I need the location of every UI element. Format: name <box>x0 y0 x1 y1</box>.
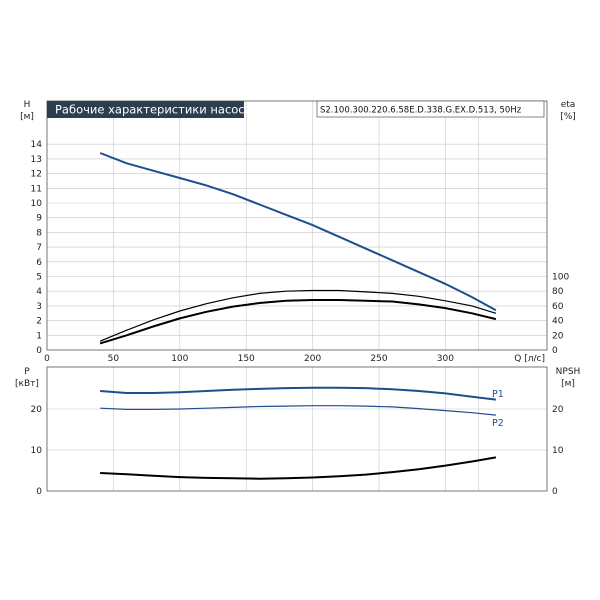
y-axis-unit-h: [м] <box>20 112 34 122</box>
y-tick-label-h: 13 <box>31 155 42 165</box>
y-tick-label-h: 5 <box>36 273 42 283</box>
y-tick-label-h: 11 <box>31 184 42 194</box>
x-tick-label: 250 <box>370 354 387 364</box>
y-axis-unit-npsh: [м] <box>561 379 575 389</box>
y-tick-label-h: 0 <box>36 346 42 356</box>
y-axis-label-npsh: NPSH <box>556 367 581 377</box>
upper-curves <box>99 152 497 345</box>
y-axis-label-eta: eta <box>561 100 576 110</box>
y-axis-unit-p: [кВт] <box>15 379 39 389</box>
y-tick-label-h: 4 <box>36 287 42 297</box>
eta-total-curve <box>99 299 497 345</box>
x-tick-label: 50 <box>108 354 120 364</box>
lower-tick-labels: 0 10 20 0 10 20 <box>31 405 564 497</box>
y-tick-label-h: 7 <box>36 243 42 253</box>
x-axis-label-q: Q [л/с] <box>514 354 545 364</box>
y-tick-label-h: 2 <box>36 317 42 327</box>
upper-plot-frame <box>46 100 548 351</box>
y-tick-label-eta: 60 <box>552 302 564 312</box>
y-tick-label-eta: 0 <box>552 346 558 356</box>
upper-grid <box>47 101 547 350</box>
y-tick-label-h: 10 <box>31 199 43 209</box>
y-tick-label-h: 3 <box>36 302 42 312</box>
y-tick-label-h: 14 <box>31 140 43 150</box>
series-label-p1: P1 <box>492 389 504 400</box>
y-axis-unit-eta: [%] <box>560 112 576 122</box>
y-axis-label-p: P <box>24 367 30 377</box>
y-tick-label-eta: 40 <box>552 317 564 327</box>
y-tick-label-h: 1 <box>36 331 42 341</box>
y-tick-label-h: 8 <box>36 228 42 238</box>
head-curve <box>99 152 497 312</box>
eta-pump-curve <box>99 289 497 342</box>
y-tick-label-npsh: 10 <box>552 446 564 456</box>
y-axis-label-h: H <box>24 100 31 110</box>
y-tick-label-p: 20 <box>31 405 43 415</box>
npsh-curve <box>100 456 497 480</box>
upper-tick-labels: 0 50 100 150 200 250 3000123456789101112131402… <box>31 140 570 364</box>
lower-grid <box>47 367 547 491</box>
series-label-p2: P2 <box>492 418 504 429</box>
y-tick-label-eta: 100 <box>552 273 569 283</box>
lower-curves <box>100 386 497 480</box>
x-tick-label: 0 <box>44 354 50 364</box>
y-tick-label-npsh: 20 <box>552 405 564 415</box>
chart-title: Рабочие характеристики насоса <box>55 103 252 117</box>
y-tick-label-eta: 20 <box>552 331 564 341</box>
y-tick-label-h: 6 <box>36 258 42 268</box>
x-tick-label: 100 <box>171 354 188 364</box>
y-tick-label-p: 10 <box>31 446 43 456</box>
y-tick-label-p: 0 <box>36 487 42 497</box>
model-label: S2.100.300.220.6.58E.D.338.G.EX.D.513, 5… <box>320 106 522 116</box>
x-tick-label: 150 <box>238 354 255 364</box>
y-tick-label-h: 9 <box>36 214 42 224</box>
y-tick-label-eta: 80 <box>552 287 564 297</box>
y-tick-label-npsh: 0 <box>552 487 558 497</box>
title-background <box>47 101 244 118</box>
x-tick-label: 200 <box>304 354 321 364</box>
y-tick-label-h: 12 <box>31 170 42 180</box>
x-tick-label: 300 <box>437 354 454 364</box>
p1-curve <box>100 386 497 401</box>
model-box <box>316 100 545 118</box>
p2-curve <box>100 405 496 416</box>
lower-plot-frame <box>46 366 548 492</box>
